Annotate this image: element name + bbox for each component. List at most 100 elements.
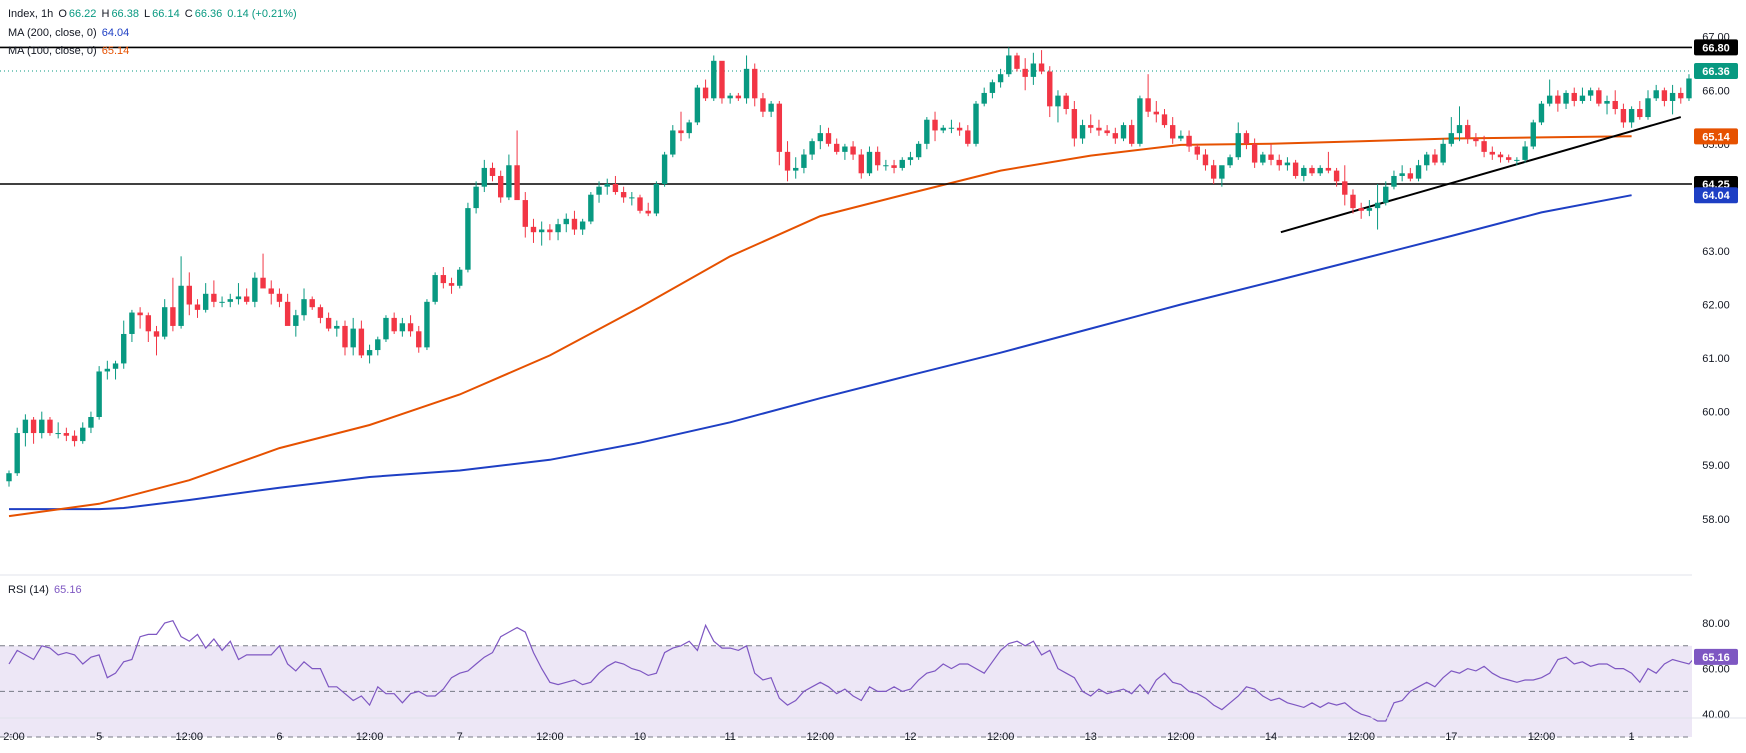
candle-body	[899, 159, 905, 168]
candle-body	[891, 165, 897, 168]
candle-body	[866, 151, 873, 174]
candle	[973, 100, 979, 147]
candle-body	[1055, 95, 1061, 107]
candle-body	[63, 433, 70, 436]
candle	[1465, 119, 1471, 144]
candle-body	[1571, 92, 1577, 101]
price-tick-label: 59.00	[1702, 460, 1730, 472]
candle	[1169, 117, 1176, 144]
candle-body	[1481, 141, 1487, 152]
candle	[334, 320, 340, 337]
time-tick-label: 12:00	[1347, 731, 1375, 743]
candle-body	[47, 419, 53, 434]
candle	[899, 157, 905, 171]
candle	[293, 309, 299, 337]
candle-body	[1579, 95, 1586, 101]
candle-body	[219, 301, 225, 303]
time-tick-label: 12:00	[1528, 731, 1556, 743]
candle-body	[170, 307, 176, 326]
candle-body	[1038, 63, 1045, 72]
candle	[1612, 90, 1618, 115]
candle	[932, 111, 938, 142]
rsi-price-tag-label: 65.16	[1702, 652, 1730, 664]
candle-body	[1563, 92, 1569, 104]
time-tick-label: 7	[457, 731, 463, 743]
rsi-legend[interactable]: RSI (14) 65.16	[8, 584, 84, 596]
candle	[1661, 87, 1668, 107]
candle	[997, 68, 1004, 88]
candle	[30, 416, 37, 444]
ma100-legend[interactable]: MA (100, close, 0) 65.14	[8, 45, 131, 57]
ma100-label: MA (100, close, 0)	[8, 45, 97, 57]
candle	[317, 304, 324, 324]
candle	[440, 267, 447, 289]
candle-body	[498, 175, 504, 198]
candle-body	[301, 299, 307, 316]
candle	[1456, 106, 1463, 142]
candle	[530, 218, 537, 243]
candle-body	[612, 184, 619, 193]
candle-body	[1333, 170, 1340, 182]
candle	[1669, 84, 1676, 115]
candle	[1473, 133, 1479, 147]
candle-body	[1309, 167, 1315, 174]
price-tag-label: 65.14	[1702, 131, 1730, 143]
candle-body	[702, 87, 709, 99]
candle-body	[1604, 100, 1610, 104]
candle-body	[1686, 78, 1692, 99]
candle-body	[563, 218, 569, 225]
ma200-line	[9, 194, 1632, 511]
candle	[891, 159, 897, 174]
candle-body	[252, 277, 258, 302]
price-tag-label: 66.36	[1702, 66, 1730, 78]
candle-body	[670, 130, 676, 155]
candle	[88, 411, 94, 434]
candle-body	[1317, 167, 1323, 174]
candle-body	[366, 350, 373, 356]
candle	[1497, 151, 1504, 163]
candle-body	[30, 419, 37, 434]
candle	[14, 427, 20, 476]
candle	[1129, 119, 1135, 147]
candle-body	[686, 122, 692, 134]
ma200-legend[interactable]: MA (200, close, 0) 64.04	[8, 27, 131, 39]
candle-body	[1473, 138, 1479, 142]
candle	[1325, 151, 1332, 174]
candle-body	[1555, 95, 1561, 104]
candle-body	[776, 103, 783, 152]
candle-body	[989, 82, 996, 93]
candle-body	[1645, 98, 1651, 118]
candle	[784, 141, 791, 182]
candle	[407, 315, 414, 337]
candle-body	[1210, 165, 1217, 179]
candle	[1022, 58, 1028, 91]
candle-body	[342, 325, 348, 348]
candle	[301, 288, 307, 321]
candle	[473, 181, 479, 214]
candle-body	[694, 87, 701, 123]
candle-body	[1071, 109, 1078, 139]
candle-body	[604, 184, 610, 187]
candle	[752, 63, 758, 107]
candle	[399, 317, 406, 337]
candle-body	[825, 133, 832, 144]
candle	[112, 360, 119, 380]
candle	[1432, 149, 1438, 166]
candle-body	[88, 416, 94, 428]
candle-body	[727, 95, 733, 99]
ma100-value: 65.14	[101, 45, 130, 57]
candle	[276, 288, 283, 308]
candle	[1563, 90, 1569, 110]
candle	[1628, 106, 1635, 128]
candle	[1030, 52, 1037, 85]
ma200-label: MA (200, close, 0)	[8, 27, 97, 39]
candle	[1014, 52, 1020, 72]
candle-body	[932, 119, 938, 131]
candle	[645, 202, 651, 217]
candle-body	[1137, 98, 1143, 144]
candle-body	[743, 68, 750, 99]
candle	[1055, 90, 1061, 123]
candle-body	[1169, 125, 1176, 139]
candle	[1522, 141, 1528, 163]
candle-body	[538, 229, 545, 233]
